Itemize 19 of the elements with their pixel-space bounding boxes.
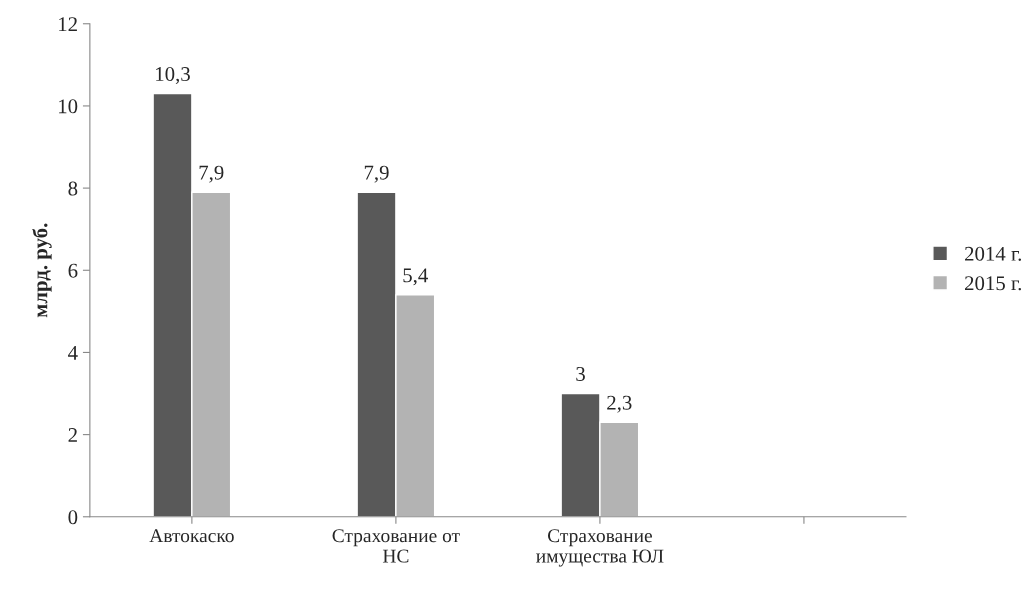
data-label: 7,9 xyxy=(199,165,224,183)
legend-label: 2015 г. xyxy=(965,276,1022,291)
data-label: 7,9 xyxy=(364,165,389,183)
y-tick-label: 10 xyxy=(59,99,78,114)
x-tick-label: Страхование от НС xyxy=(332,529,460,563)
y-axis-title: млрд. руб. xyxy=(32,223,52,318)
y-tick-label: 12 xyxy=(59,17,77,31)
y-tick-label: 0 xyxy=(68,510,78,525)
legend-label: 2014 г. xyxy=(965,246,1022,261)
data-label: 2,3 xyxy=(607,395,632,413)
y-tick-label: 8 xyxy=(68,181,78,196)
data-label: 5,4 xyxy=(403,268,428,286)
y-tick-label: 2 xyxy=(68,428,77,442)
x-tick-label: Страхование имущества ЮЛ xyxy=(536,529,664,567)
x-tick-label: Автокаско xyxy=(149,529,234,543)
y-tick-label: 4 xyxy=(68,345,78,360)
data-label: 10,3 xyxy=(156,66,190,85)
data-label: 3 xyxy=(576,366,585,381)
y-tick-label: 6 xyxy=(68,263,78,278)
